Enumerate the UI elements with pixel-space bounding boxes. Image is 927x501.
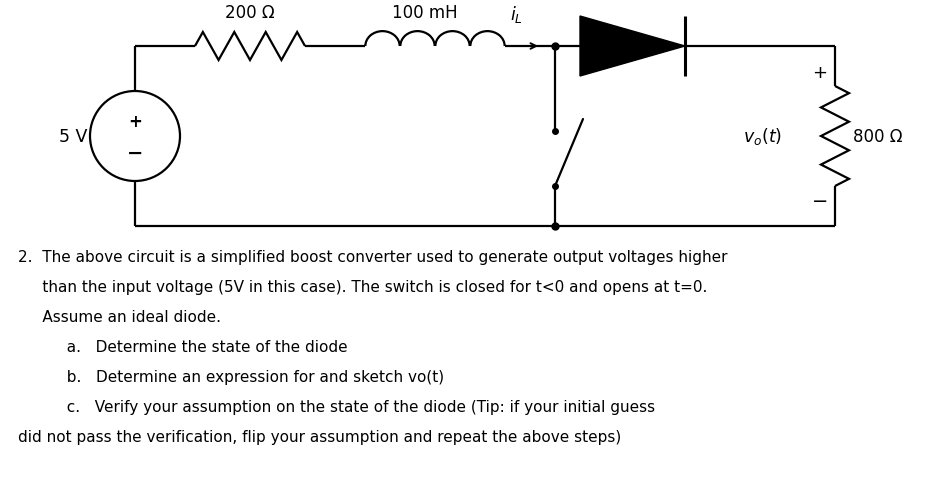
Text: $v_o(t)$: $v_o(t)$ xyxy=(743,126,781,147)
Text: 200 Ω: 200 Ω xyxy=(225,4,274,22)
Text: c.   Verify your assumption on the state of the diode (Tip: if your initial gues: c. Verify your assumption on the state o… xyxy=(18,399,654,414)
Text: −: − xyxy=(127,143,143,162)
Text: +: + xyxy=(128,113,142,131)
Text: +: + xyxy=(812,64,827,82)
Text: a.   Determine the state of the diode: a. Determine the state of the diode xyxy=(18,339,348,354)
Text: $i_L$: $i_L$ xyxy=(510,4,522,25)
Text: 5 V: 5 V xyxy=(58,128,87,146)
Text: Assume an ideal diode.: Assume an ideal diode. xyxy=(18,310,221,324)
Text: 2.  The above circuit is a simplified boost converter used to generate output vo: 2. The above circuit is a simplified boo… xyxy=(18,249,727,265)
Text: than the input voltage (5V in this case). The switch is closed for t<0 and opens: than the input voltage (5V in this case)… xyxy=(18,280,706,295)
Text: b.   Determine an expression for and sketch vo(t): b. Determine an expression for and sketc… xyxy=(18,369,444,384)
Polygon shape xyxy=(579,17,684,77)
Text: −: − xyxy=(811,191,827,210)
Text: 100 mH: 100 mH xyxy=(392,4,457,22)
Text: 800 Ω: 800 Ω xyxy=(852,128,902,146)
Text: did not pass the verification, flip your assumption and repeat the above steps): did not pass the verification, flip your… xyxy=(18,429,620,444)
